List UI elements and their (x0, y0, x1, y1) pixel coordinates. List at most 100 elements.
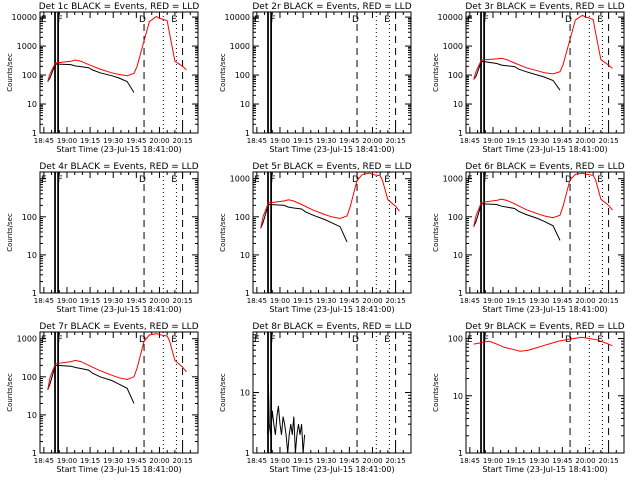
chart-panel: Det 4r BLACK = Events, RED = LLD Counts/s… (6, 162, 199, 314)
chart-panel: Det 2r BLACK = Events, RED = LLD Counts/s… (219, 2, 412, 154)
marker-label: E (384, 335, 390, 345)
plot-frame (465, 331, 625, 454)
chart-title: Det 5r BLACK = Events, RED = LLD (252, 162, 411, 172)
x-tick-label: 19:15 (80, 297, 100, 305)
x-tick-label: 19:15 (293, 297, 313, 305)
y-tick-label: 10 (27, 411, 37, 420)
y-tick-label: 1000 (17, 42, 37, 51)
series-line (473, 172, 613, 227)
marker-label: E (254, 175, 260, 185)
x-tick-label: 19:45 (552, 297, 572, 305)
series-line (473, 14, 613, 80)
marker-label: F (270, 15, 275, 25)
x-tick-label: 20:15 (172, 297, 192, 305)
x-tick-label: 19:45 (339, 297, 359, 305)
y-tick-label: 1 (32, 449, 37, 458)
y-axis-label: Counts/sec (219, 373, 227, 412)
marker-label: E (384, 175, 390, 185)
x-tick-label: 19:30 (316, 297, 336, 305)
plot-frame (252, 331, 412, 454)
y-tick-label: 100 (22, 213, 37, 222)
y-tick-label: 100 (448, 71, 463, 80)
x-tick-label: 20:15 (598, 297, 618, 305)
x-tick-label: 19:00 (270, 137, 290, 145)
x-tick-label: 20:15 (385, 457, 405, 465)
y-tick-label: 10000 (12, 13, 37, 22)
x-tick-label: 19:30 (103, 457, 123, 465)
marker-label: E (597, 335, 603, 345)
plot-frame (39, 11, 199, 134)
x-tick-label: 18:45 (460, 457, 480, 465)
x-tick-label: 18:45 (34, 297, 54, 305)
y-tick-label: 10 (240, 100, 250, 109)
y-tick-label: 1000 (443, 175, 463, 184)
x-tick-label: 19:30 (103, 137, 123, 145)
x-tick-label: 20:00 (575, 137, 595, 145)
y-tick-label: 10 (453, 100, 463, 109)
y-tick-label: 1000 (230, 175, 250, 184)
x-tick-label: 19:45 (552, 137, 572, 145)
y-tick-label: 100 (22, 71, 37, 80)
x-axis-label: Start Time (23-Jul-15 18:41:00) (269, 305, 394, 314)
series-line (473, 203, 561, 241)
x-axis-label: Start Time (23-Jul-15 18:41:00) (269, 465, 394, 474)
x-tick-label: 19:15 (506, 137, 526, 145)
series-line (260, 172, 400, 229)
y-axis-label: Counts/sec (219, 53, 227, 92)
plot-frame (39, 331, 199, 454)
chart-panel: Det 5r BLACK = Events, RED = LLD Counts/s… (219, 162, 412, 314)
x-tick-label: 19:00 (57, 137, 77, 145)
x-tick-label: 20:00 (362, 137, 382, 145)
x-tick-label: 18:45 (460, 137, 480, 145)
marker-label: E (41, 175, 47, 185)
x-axis-label: Start Time (23-Jul-15 18:41:00) (482, 145, 607, 154)
chart-title: Det 6r BLACK = Events, RED = LLD (465, 162, 624, 172)
x-tick-label: 20:15 (172, 137, 192, 145)
x-tick-label: 19:00 (270, 297, 290, 305)
marker-label: E (171, 175, 177, 185)
x-tick-label: 19:30 (316, 457, 336, 465)
x-tick-label: 19:45 (552, 457, 572, 465)
series-line (473, 60, 561, 91)
y-axis-label: Counts/sec (6, 373, 14, 412)
x-tick-label: 19:45 (339, 457, 359, 465)
chart-panel: Det 1c BLACK = Events, RED = LLD Counts/s… (6, 2, 199, 154)
x-axis-label: Start Time (23-Jul-15 18:41:00) (56, 145, 181, 154)
x-tick-label: 20:00 (575, 457, 595, 465)
marker-label: E (467, 15, 473, 25)
marker-label: E (171, 15, 177, 25)
y-tick-label: 100 (22, 373, 37, 382)
marker-label: D (565, 335, 572, 345)
y-tick-label: 1000 (443, 42, 463, 51)
x-axis-label: Start Time (23-Jul-15 18:41:00) (56, 465, 181, 474)
chart-title: Det 2r BLACK = Events, RED = LLD (252, 2, 411, 12)
plot-frame (39, 171, 199, 294)
y-tick-label: 1000 (17, 335, 37, 344)
x-tick-label: 18:45 (34, 457, 54, 465)
chart-panel: Det 9r BLACK = Events, RED = LLD Counts/s… (432, 322, 625, 474)
marker-label: E (467, 335, 473, 345)
chart-panel: Det 8r BLACK = Events, RED = LLD Counts/s… (219, 322, 412, 474)
marker-label: E (467, 175, 473, 185)
marker-label: E (254, 335, 260, 345)
x-tick-label: 18:45 (460, 297, 480, 305)
marker-label: E (597, 15, 603, 25)
x-tick-label: 19:30 (529, 137, 549, 145)
x-tick-label: 20:15 (598, 137, 618, 145)
x-axis-label: Start Time (23-Jul-15 18:41:00) (482, 465, 607, 474)
plot-frame (252, 171, 412, 294)
marker-label: E (384, 15, 390, 25)
plot-frame (252, 11, 412, 134)
y-tick-label: 10 (240, 251, 250, 260)
x-axis-label: Start Time (23-Jul-15 18:41:00) (482, 305, 607, 314)
x-tick-label: 19:30 (529, 457, 549, 465)
x-tick-label: 20:15 (598, 457, 618, 465)
y-axis-label: Counts/sec (432, 373, 440, 412)
marker-label: D (352, 15, 359, 25)
marker-label: D (139, 175, 146, 185)
marker-label: D (352, 175, 359, 185)
y-tick-label: 10 (453, 251, 463, 260)
y-tick-label: 100 (448, 213, 463, 222)
x-tick-label: 19:30 (529, 297, 549, 305)
marker-label: F (483, 335, 488, 345)
